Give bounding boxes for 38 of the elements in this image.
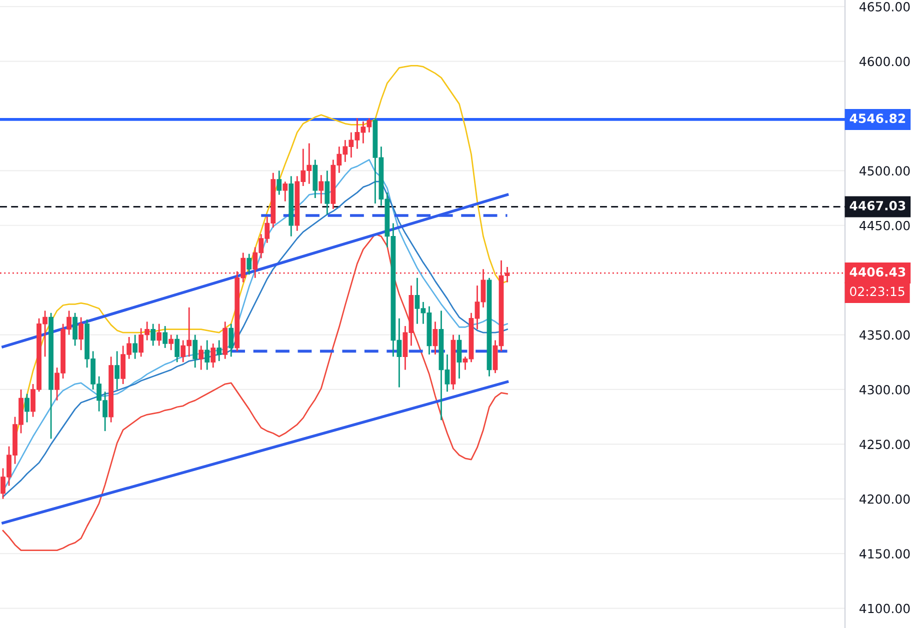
- y-tick-label: 4600.00: [860, 56, 910, 66]
- ref-line-label: 4406.43: [850, 267, 906, 277]
- candlestick: [210, 342, 216, 368]
- candlestick: [174, 334, 180, 363]
- candlestick: [162, 325, 168, 349]
- candlestick: [168, 334, 174, 351]
- candlestick: [114, 350, 120, 390]
- y-tick-label: 4200.00: [860, 494, 910, 504]
- y-tick-label: 4500.00: [860, 166, 910, 176]
- ref-line-label: 4546.82: [850, 114, 906, 124]
- candlestick: [132, 334, 138, 360]
- candlestick: [276, 170, 282, 196]
- candlestick: [192, 334, 198, 368]
- line-series: [2, 233, 508, 552]
- candlestick: [282, 180, 288, 202]
- candlestick: [432, 320, 438, 356]
- candlestick: [198, 345, 204, 370]
- candlestick: [246, 253, 252, 276]
- y-tick-label: 4450.00: [860, 220, 910, 230]
- y-tick-label: 4100.00: [860, 604, 910, 614]
- candlestick: [150, 323, 156, 346]
- text: 02:23:15: [850, 286, 904, 296]
- candlestick: [72, 312, 78, 346]
- candlestick: [216, 340, 222, 362]
- candlestick: [324, 170, 330, 216]
- y-tick-label: 4250.00: [860, 440, 910, 450]
- candlestick: [456, 334, 462, 380]
- candlestick: [204, 340, 210, 370]
- candlestick: [24, 393, 30, 424]
- ref-line-label: 4467.03: [850, 200, 906, 210]
- y-tick-label: 4350.00: [860, 330, 910, 340]
- y-tick-label: 4650.00: [860, 2, 910, 12]
- candlestick: [228, 323, 234, 358]
- candlestick: [78, 316, 84, 351]
- y-tick-label: 4150.00: [860, 549, 910, 559]
- y-tick-label: 4300.00: [860, 384, 910, 394]
- candlestick: [318, 174, 324, 204]
- candlestick: [156, 323, 162, 346]
